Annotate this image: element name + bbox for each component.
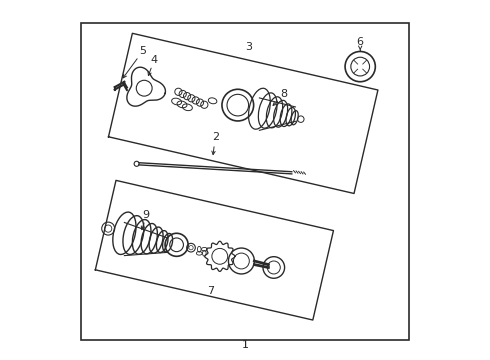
Text: 3: 3 [245, 42, 252, 52]
Text: 6: 6 [357, 37, 364, 47]
Text: 4: 4 [151, 55, 158, 65]
Text: 7: 7 [207, 286, 214, 296]
Bar [81, 23, 409, 340]
Text: 1: 1 [242, 340, 248, 350]
Text: 2: 2 [212, 132, 219, 142]
Text: 8: 8 [280, 89, 288, 99]
Text: 9: 9 [143, 210, 149, 220]
Text: 5: 5 [139, 46, 146, 56]
